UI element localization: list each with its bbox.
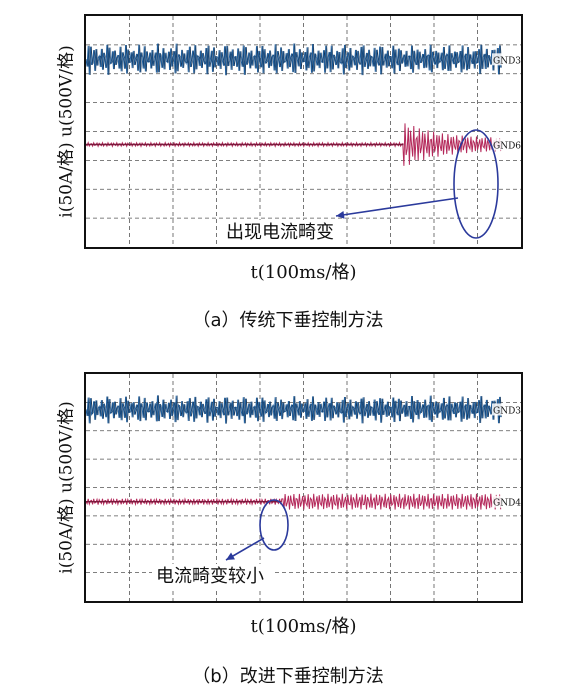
current-waveform-gnd4 xyxy=(86,493,502,510)
y-axis-label-b-text: i(50A/格) u(500V/格) xyxy=(56,401,77,574)
voltage-waveform-shadow xyxy=(86,43,502,76)
oscilloscope-plot-b: GND3 GND4 电流畸变较小 xyxy=(86,374,521,601)
oscilloscope-plot-a: GND3 GND6 出现电流畸变 xyxy=(86,16,521,247)
channel-label-background xyxy=(492,495,520,508)
annotation-arrow xyxy=(335,197,459,217)
channel-label-gnd3: GND3 xyxy=(493,56,521,66)
voltage-waveform-gnd3 xyxy=(86,43,502,76)
channel-label-background xyxy=(492,53,520,66)
annotation-text-background xyxy=(152,564,274,588)
annotation-text: 出现电流畸变 xyxy=(226,222,334,243)
voltage-waveform-shadow xyxy=(86,395,502,424)
channel-label-background xyxy=(492,403,520,416)
oscilloscope-panel-b: GND3 GND4 电流畸变较小 xyxy=(84,372,523,603)
voltage-waveform-gnd3 xyxy=(86,395,502,424)
annotation-text-background xyxy=(222,220,344,244)
y-axis-label-a-text: i(50A/格) u(500V/格) xyxy=(56,45,77,218)
channel-label-gnd4: GND4 xyxy=(493,499,521,509)
channel-label-gnd3: GND3 xyxy=(493,406,521,416)
annotation-arrowhead xyxy=(226,552,235,560)
channel-label-background xyxy=(492,138,520,151)
y-axis-label-a: i(50A/格) u(500V/格) xyxy=(52,14,77,249)
channel-label-gnd6: GND6 xyxy=(493,141,521,151)
distortion-highlight-ellipse xyxy=(453,129,499,239)
annotation-text: 电流畸变较小 xyxy=(156,566,264,587)
x-axis-label-b: t(100ms/格) xyxy=(250,616,357,637)
x-axis-label-a: t(100ms/格) xyxy=(250,262,357,283)
y-axis-label-b: i(50A/格) u(500V/格) xyxy=(52,372,77,603)
distortion-highlight-ellipse xyxy=(259,499,289,551)
figure-caption-a: （a）传统下垂控制方法 xyxy=(192,310,384,331)
figure-caption-b: （b）改进下垂控制方法 xyxy=(192,666,384,687)
annotation-arrowhead xyxy=(336,210,345,219)
oscilloscope-panel-a: GND3 GND6 出现电流畸变 xyxy=(84,14,523,249)
